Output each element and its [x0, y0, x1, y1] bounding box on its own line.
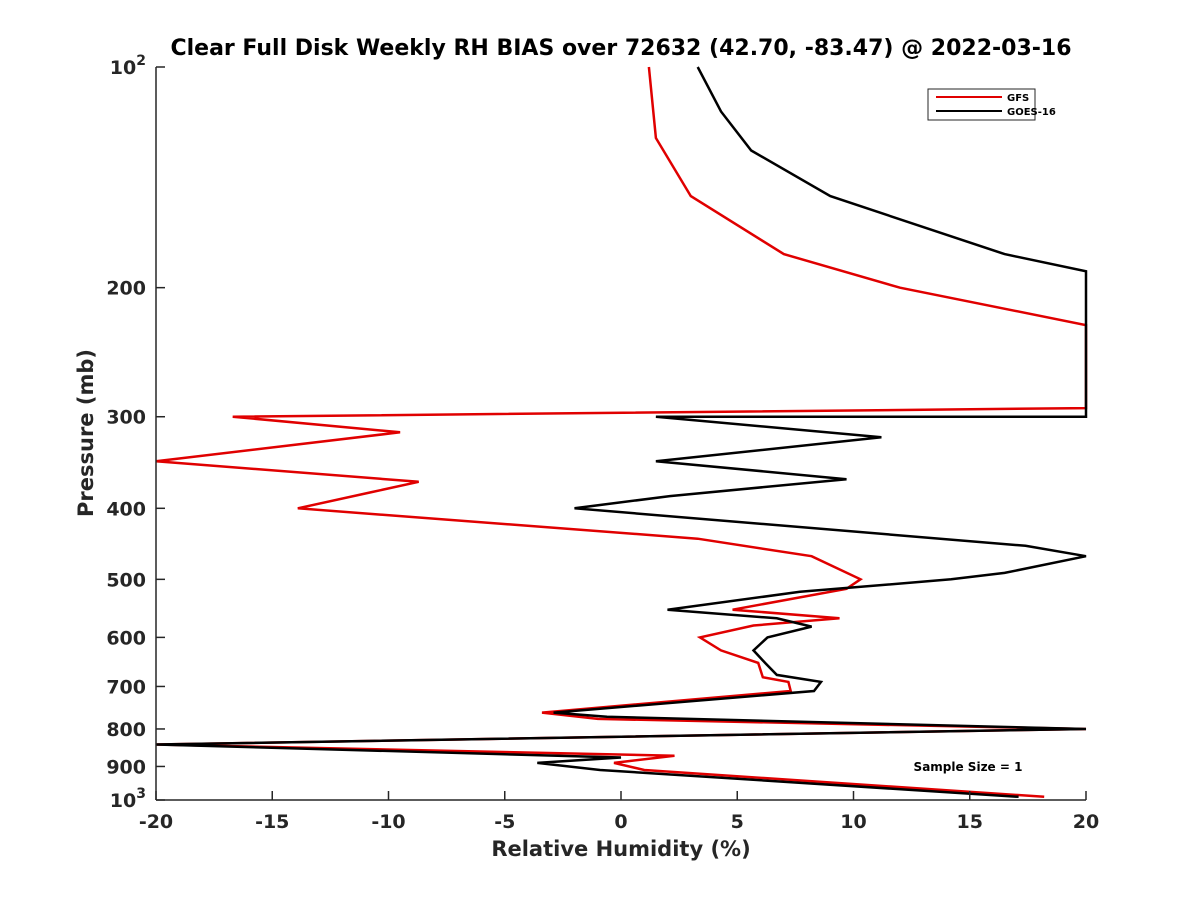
y-tick-label: 102 [110, 53, 146, 79]
y-tick-label: 800 [106, 719, 146, 741]
y-ticks: 102 200 300 400 500 600 700 800 900 103 [106, 53, 165, 812]
x-tick-label: 15 [957, 811, 983, 833]
x-tick-label: 5 [731, 811, 744, 833]
y-tick-label: 600 [106, 627, 146, 649]
x-tick-label: -20 [139, 811, 173, 833]
legend: GFS GOES-16 [927, 88, 1056, 121]
y-tick-label: 200 [106, 278, 146, 300]
y-tick-label: 400 [106, 498, 146, 520]
x-tick-label: -5 [494, 811, 515, 833]
x-tick-label: 10 [840, 811, 866, 833]
y-tick-label: 900 [106, 756, 146, 778]
x-tick-label: -10 [371, 811, 405, 833]
plot-area [156, 67, 1086, 800]
y-tick-label: 300 [106, 407, 146, 429]
sample-size-annotation: Sample Size = 1 [914, 760, 1023, 774]
x-axis-label: Relative Humidity (%) [491, 837, 750, 861]
x-tick-label: 0 [614, 811, 627, 833]
x-tick-label: 20 [1073, 811, 1099, 833]
series-layer [155, 66, 1088, 799]
chart-title: Clear Full Disk Weekly RH BIAS over 7263… [170, 36, 1071, 61]
x-tick-label: -15 [255, 811, 289, 833]
y-axis-label: Pressure (mb) [74, 349, 98, 517]
y-tick-label: 500 [106, 569, 146, 591]
series-line-goes16 [155, 66, 1088, 799]
legend-label-gfs: GFS [1007, 93, 1029, 104]
legend-label-goes16: GOES-16 [1007, 107, 1056, 118]
y-tick-label: 700 [106, 676, 146, 698]
legend-box [927, 88, 1036, 121]
y-tick-label: 103 [110, 786, 146, 812]
x-ticks: -20 -15 -10 -5 0 5 10 15 20 [139, 791, 1099, 833]
